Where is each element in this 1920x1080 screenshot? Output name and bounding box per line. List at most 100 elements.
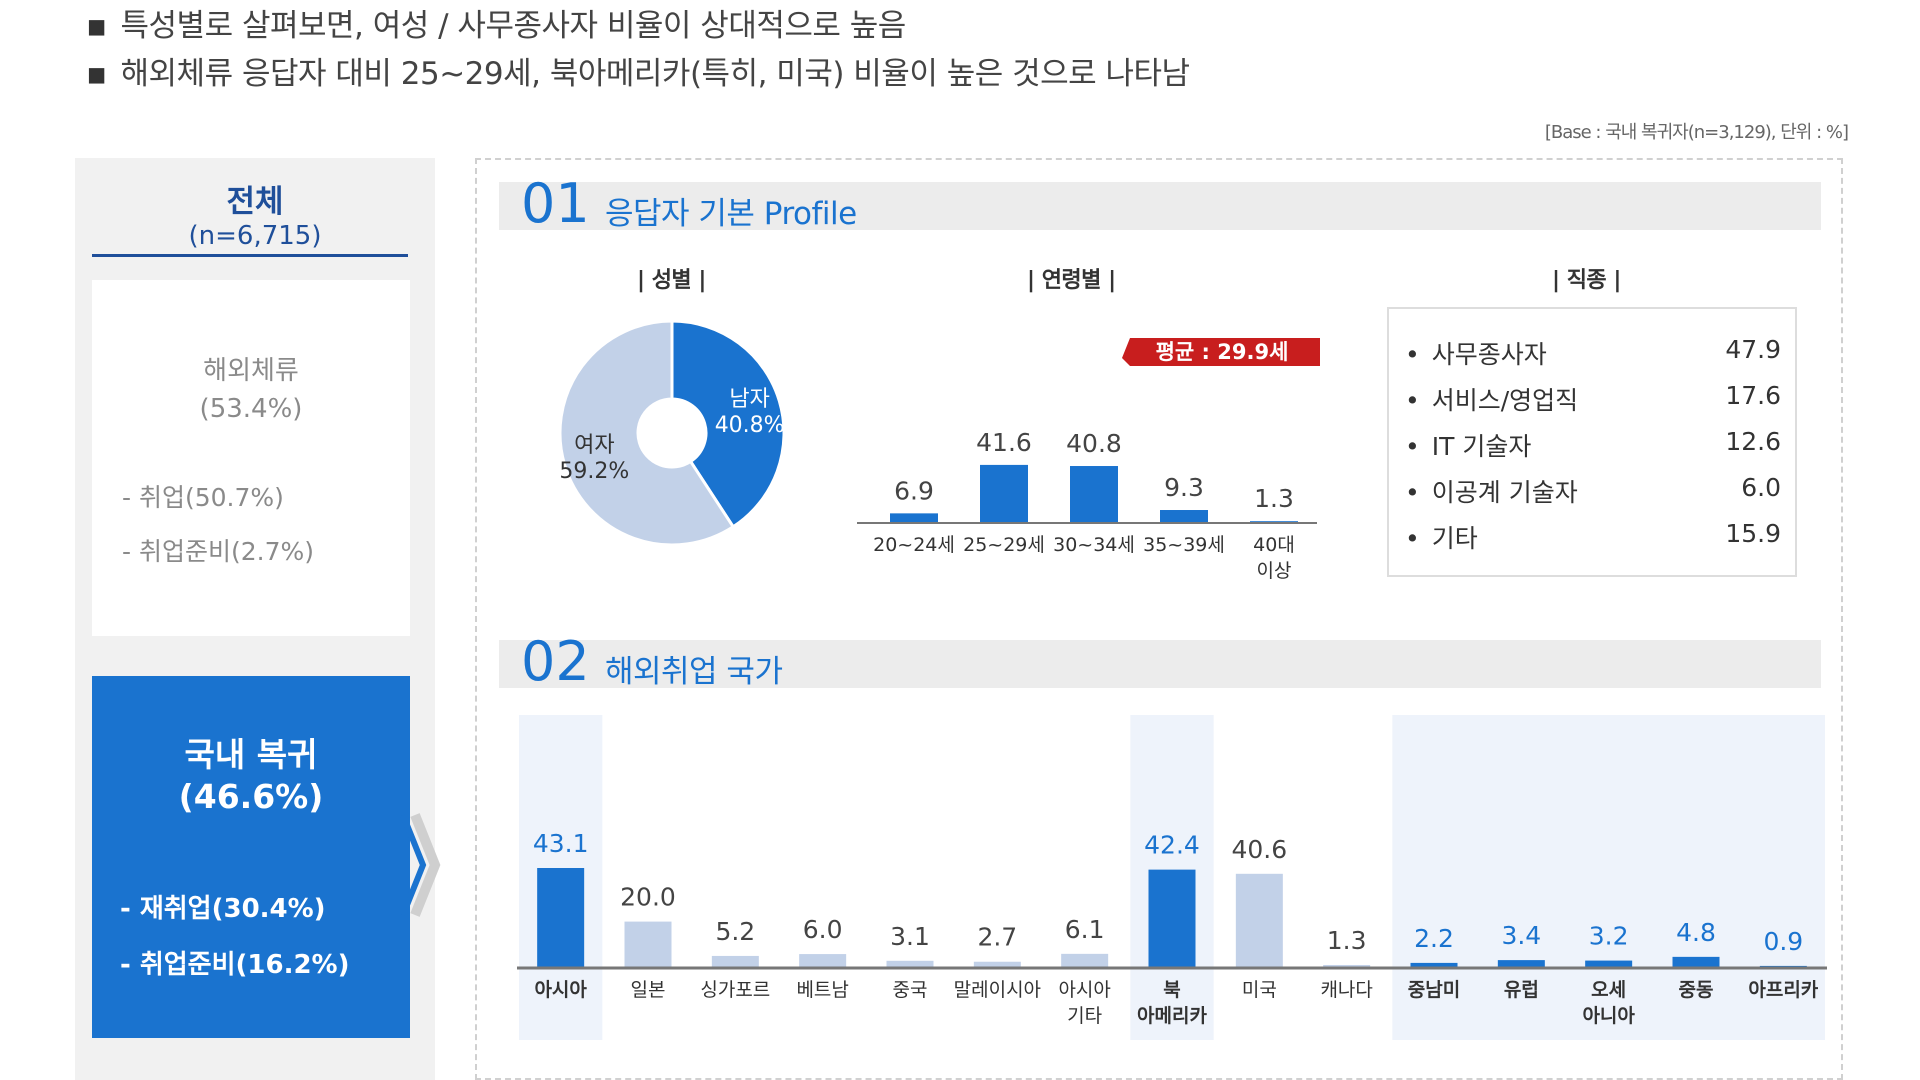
job-row: IT 기술자 12.6 [1405, 427, 1781, 463]
age-tick-label: 40대 [1253, 534, 1295, 556]
age-bar [980, 464, 1028, 523]
domestic-title: 국내 복귀 [184, 735, 318, 774]
section1-number: 01 [521, 172, 590, 235]
age-bar-value: 41.6 [976, 428, 1032, 457]
section2-number: 02 [521, 630, 590, 693]
country-tick-label: 북 [1163, 979, 1180, 1001]
section2-header: 02 해외취업 국가 [499, 630, 1821, 693]
country-bar [537, 868, 585, 968]
country-bar-value: 3.1 [890, 922, 930, 951]
country-tick-label: 중국 [893, 979, 928, 1001]
country-bar [1585, 960, 1633, 968]
domestic-item-reemployed: - 재취업(30.4%) [120, 894, 326, 924]
country-tick-label: 아메리카 [1137, 1005, 1207, 1027]
age-bar-value: 9.3 [1164, 473, 1204, 502]
age-tick-label: 35~39세 [1143, 534, 1225, 556]
country-bar-value: 5.2 [715, 917, 755, 946]
country-bar [799, 954, 847, 968]
domestic-title-block: 국내 복귀 (46.6%) [92, 734, 410, 818]
average-age-text: 평균 : 29.9세 [1156, 340, 1289, 364]
age-bar-chart: 6.9 20~24세 41.6 25~29세 40.8 30~34세 9.3 35~39세 1.… [857, 428, 1317, 582]
country-tick-label: 아시아 [534, 979, 587, 1001]
country-tick-label: 중남미 [1408, 979, 1460, 1001]
country-bar [1410, 962, 1458, 968]
age-tick-label: 30~34세 [1053, 534, 1135, 556]
country-tick-label: 중동 [1679, 979, 1714, 1001]
total-header: 전체 (n=6,715) [75, 176, 435, 251]
overseas-item-employed: - 취업(50.7%) [122, 483, 284, 512]
right-panel: 01 응답자 기본 Profile | 성별 | | 연령별 | | 직종 | … [475, 158, 1843, 1080]
age-bar [1160, 510, 1208, 523]
country-bar [1061, 953, 1109, 968]
country-tick-label: 일본 [631, 979, 666, 1001]
country-tick-label: 싱가포르 [700, 979, 770, 1001]
gender-label: | 성별 | [637, 268, 706, 293]
job-value: 15.9 [1725, 519, 1781, 548]
pie-label: 여자 [574, 433, 614, 458]
summary-bullet-2: 해외체류 응답자 대비 25~29세, 북아메리카(특히, 미국) 비율이 높은… [86, 48, 1191, 93]
country-bar-chart: 43.1 아시아 20.0 일본 5.2 싱가포르 6.0 베트남 3.1 중국 2.7 말레이시아 6… [517, 715, 1827, 1040]
age-tick-label: 이상 [1257, 560, 1292, 582]
overseas-title: 해외체류 [203, 356, 299, 386]
country-bar [1672, 956, 1720, 968]
country-bar-value: 4.8 [1676, 918, 1716, 947]
country-bar [886, 960, 934, 968]
total-divider [92, 254, 408, 257]
country-bar [624, 921, 672, 968]
job-table: 사무종사자 47.9 서비스/영업직 17.6 IT 기술자 12.6 이공계 기술자… [1387, 307, 1797, 577]
job-value: 17.6 [1725, 381, 1781, 410]
country-tick-label: 베트남 [796, 979, 848, 1001]
summary-bullet-1: 특성별로 살펴보면, 여성 / 사무종사자 비율이 상대적으로 높음 [86, 0, 907, 45]
domestic-pct: (46.6%) [178, 777, 324, 816]
country-bar [1497, 960, 1545, 968]
section2-title: 해외취업 국가 [605, 654, 783, 690]
age-bar [1070, 466, 1118, 523]
pie-value: 40.8% [715, 413, 785, 438]
job-label: | 직종 | [1552, 268, 1621, 293]
country-bar-value: 2.2 [1414, 924, 1454, 953]
overseas-box: 해외체류 (53.4%) - 취업(50.7%) - 취업준비(2.7%) [92, 280, 410, 636]
domestic-item-preparing: - 취업준비(16.2%) [120, 950, 350, 980]
country-tick-label: 기타 [1067, 1005, 1102, 1027]
country-bar-value: 6.0 [803, 915, 843, 944]
section1-header: 01 응답자 기본 Profile [499, 172, 1821, 235]
country-bar-value: 40.6 [1231, 835, 1287, 864]
country-bar [973, 961, 1021, 968]
country-bar-value: 42.4 [1144, 831, 1200, 860]
age-label: | 연령별 | [1027, 268, 1116, 293]
job-value: 12.6 [1725, 427, 1781, 456]
country-bar [1323, 964, 1371, 968]
country-bar-value: 43.1 [533, 829, 589, 858]
overseas-pct: (53.4%) [199, 394, 303, 424]
age-bar-value: 40.8 [1066, 429, 1122, 458]
job-name: 사무종사자 [1405, 340, 1547, 369]
job-value: 6.0 [1741, 473, 1781, 502]
job-row: 서비스/영업직 17.6 [1405, 381, 1781, 417]
pie-label: 남자 [729, 387, 769, 412]
base-note: [Base : 국내 복귀자(n=3,129), 단위 : %] [1544, 122, 1849, 143]
job-row: 기타 15.9 [1405, 519, 1781, 555]
country-bar-value: 0.9 [1763, 927, 1803, 956]
pie-slice-1 [558, 319, 736, 547]
country-tick-label: 미국 [1242, 979, 1277, 1001]
country-bar-value: 6.1 [1065, 915, 1105, 944]
overseas-title-block: 해외체류 (53.4%) [92, 352, 410, 428]
job-row: 이공계 기술자 6.0 [1405, 473, 1781, 509]
country-tick-label: 아시아 [1058, 979, 1110, 1001]
country-bar [1148, 869, 1196, 968]
section1-title: 응답자 기본 Profile [605, 196, 857, 232]
country-bar-value: 1.3 [1327, 926, 1367, 955]
overseas-item-preparing: - 취업준비(2.7%) [122, 537, 314, 566]
country-tick-label: 유럽 [1504, 979, 1539, 1001]
country-tick-label: 캐나다 [1320, 979, 1372, 1001]
left-panel: 전체 (n=6,715) 해외체류 (53.4%) - 취업(50.7%) - … [75, 158, 435, 1080]
country-bar-value: 20.0 [620, 883, 676, 912]
age-bar-value: 6.9 [894, 476, 934, 505]
job-row: 사무종사자 47.9 [1405, 335, 1781, 371]
country-tick-label: 아프리카 [1748, 979, 1818, 1001]
age-bar-value: 1.3 [1254, 484, 1294, 513]
country-bar-value: 2.7 [977, 923, 1017, 952]
age-bar [890, 513, 938, 523]
chevron-right-icon [400, 813, 441, 917]
